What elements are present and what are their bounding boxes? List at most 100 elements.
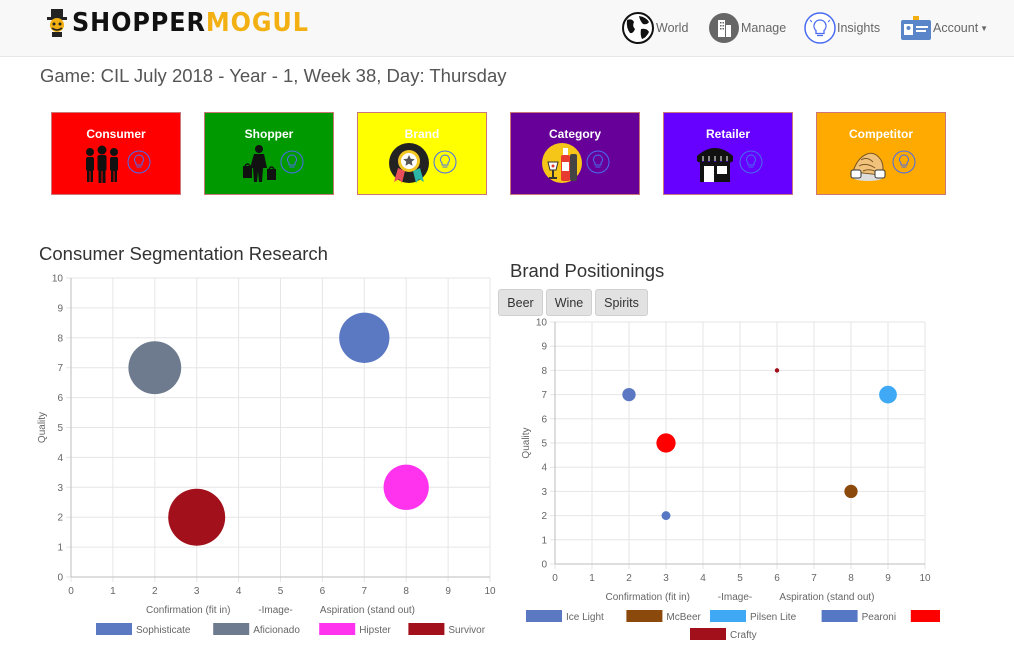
x-tick-label: 4 [236, 586, 242, 597]
card-brand[interactable]: Brand [357, 112, 487, 195]
legend-label: Sophisticate [136, 625, 191, 636]
y-tick-label: 9 [57, 303, 63, 314]
x-tick-label: 0 [68, 586, 74, 597]
lightbulb-icon [804, 12, 836, 44]
positioning-chart: 0 1 2 3 4 5 6 7 8 9 10 0 1 2 3 4 5 6 7 8 9 10 Quality Confirmat… [521, 318, 940, 641]
legend-label: McBeer [666, 612, 701, 623]
x-tick-label: 8 [403, 586, 409, 597]
x-tick-label: 6 [774, 573, 780, 584]
bubble-survivor [168, 488, 226, 546]
bubble-pilsen-lite [879, 385, 897, 404]
legend-swatch [96, 623, 132, 635]
legend-swatch [710, 610, 746, 622]
y-tick-label: 7 [541, 390, 547, 401]
x-tick-label: 2 [152, 586, 158, 597]
x-tick-label: 9 [885, 573, 891, 584]
segmentation-title: Consumer Segmentation Research [39, 243, 328, 264]
card-category[interactable]: Category [510, 112, 640, 195]
legend-label: Crafty [730, 630, 757, 641]
card-brand-label: Brand [404, 127, 440, 141]
y-tick-label: 5 [57, 423, 63, 434]
brand-word-2: MOGUL [205, 8, 309, 38]
y-tick-label: 2 [57, 513, 63, 524]
bubble-pearoni [661, 511, 671, 521]
y-tick-label: 8 [541, 366, 547, 377]
y-tick-label: 8 [57, 333, 63, 344]
y-tick-label: 10 [52, 274, 64, 285]
x-tick-label: 7 [811, 573, 817, 584]
x-tick-label: 9 [445, 586, 451, 597]
x-axis-title: Confirmation (fit in) -Image- Aspiration… [606, 592, 875, 603]
legend-swatch [821, 610, 858, 622]
x-tick-label: 10 [919, 573, 931, 584]
tab-beer[interactable]: Beer [498, 289, 543, 316]
x-tick-label: 7 [362, 586, 368, 597]
insight-bulb-icon [280, 150, 304, 174]
tab-wine[interactable]: Wine [546, 289, 592, 316]
y-axis-title: Quality [521, 427, 532, 458]
globe-icon [622, 12, 654, 44]
legend-swatch [319, 623, 356, 635]
nav-account-label: Account [933, 21, 979, 35]
x-tick-label: 5 [737, 573, 743, 584]
y-tick-label: 4 [541, 463, 547, 474]
x-axis-title: Confirmation (fit in) -Image- Aspiration… [146, 605, 415, 616]
y-tick-label: 6 [541, 414, 547, 425]
y-tick-label: 1 [541, 535, 547, 546]
legend-swatch [626, 610, 663, 622]
x-tick-label: 4 [700, 573, 706, 584]
brand-badge-icon [389, 143, 429, 183]
nav-account-dropdown[interactable]: Account ▼ [900, 12, 988, 44]
people-group-icon [86, 145, 118, 183]
card-shopper[interactable]: Shopper [204, 112, 334, 195]
y-tick-label: 5 [541, 439, 547, 450]
insight-bulb-icon [892, 150, 916, 174]
y-tick-label: 0 [541, 560, 547, 571]
x-tick-label: 1 [110, 586, 116, 597]
nav-manage[interactable]: Manage [708, 12, 786, 44]
x-tick-label: 8 [848, 573, 854, 584]
y-tick-label: 7 [57, 363, 63, 374]
id-card-icon [901, 16, 931, 40]
shopper-bags-icon [243, 145, 276, 182]
bubble-pilsen [656, 433, 676, 453]
nav-world[interactable]: World [621, 12, 688, 44]
legend-swatch [910, 610, 940, 622]
x-tick-label: 2 [626, 573, 632, 584]
card-competitor[interactable]: Competitor [816, 112, 946, 195]
legend-label: Hipster [359, 625, 391, 636]
building-icon [709, 13, 739, 43]
x-tick-label: 10 [484, 586, 496, 597]
card-retailer[interactable]: Retailer [663, 112, 793, 195]
legend-swatch [526, 610, 562, 622]
game-title: Game: CIL July 2018 - Year - 1, Week 38,… [40, 65, 507, 86]
x-tick-label: 1 [589, 573, 595, 584]
card-competitor-label: Competitor [849, 127, 913, 141]
y-tick-label: 6 [57, 393, 63, 404]
y-tick-label: 1 [57, 543, 63, 554]
top-navbar: SHOPPERMOGUL World Manage Insigh [0, 0, 1014, 57]
bubble-mcbeer [844, 484, 858, 499]
nav-insights-label: Insights [837, 21, 881, 35]
y-tick-label: 4 [57, 453, 63, 464]
mogul-mascot-icon [47, 9, 67, 37]
bubble-hipster [383, 464, 429, 510]
legend-label: Pearoni [862, 612, 896, 623]
bubble-crafty [774, 368, 780, 373]
nav-world-label: World [656, 21, 689, 35]
card-consumer[interactable]: Consumer [51, 112, 181, 195]
card-consumer-label: Consumer [86, 127, 146, 141]
storefront-icon [697, 148, 733, 182]
nav-insights[interactable]: Insights [804, 12, 880, 44]
y-tick-label: 2 [541, 511, 547, 522]
nav-manage-label: Manage [741, 21, 787, 35]
tab-spirits[interactable]: Spirits [595, 289, 648, 316]
brand-logo[interactable]: SHOPPERMOGUL [44, 8, 329, 38]
x-tick-label: 0 [552, 573, 558, 584]
insight-bulb-icon [739, 150, 763, 174]
bubble-ice-light [622, 387, 636, 402]
segmentation-chart: 0 1 2 3 4 5 6 7 8 9 10 0 1 2 3 4 5 6 7 8 9 10 Quality Confirmat… [37, 274, 496, 637]
insight-bulb-icon [127, 150, 151, 174]
card-retailer-label: Retailer [705, 127, 751, 141]
brand-name: SHOPPERMOGUL [72, 8, 309, 38]
